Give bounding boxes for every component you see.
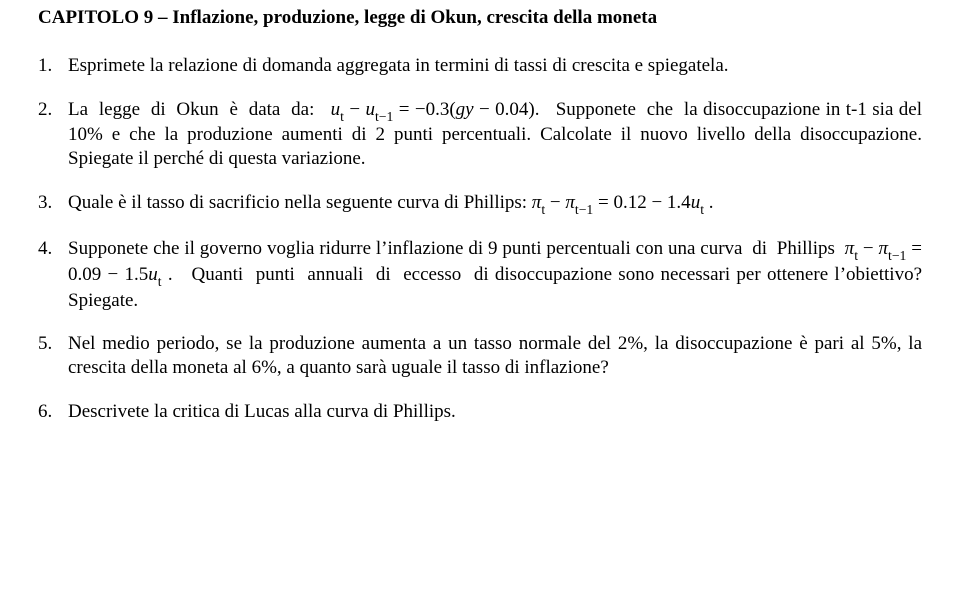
item-number: 4. bbox=[38, 237, 68, 313]
list-item: 3. Quale è il tasso di sacrificio nella … bbox=[38, 191, 922, 217]
list-item: 1. Esprimete la relazione di domanda agg… bbox=[38, 54, 922, 78]
item-number: 6. bbox=[38, 400, 68, 424]
list-item: 5. Nel medio periodo, se la produzione a… bbox=[38, 332, 922, 380]
item-text: Quale è il tasso di sacrificio nella seg… bbox=[68, 191, 922, 217]
item-number: 1. bbox=[38, 54, 68, 78]
item-number: 3. bbox=[38, 191, 68, 217]
item-text: La legge di Okun è data da: ut − ut−1 = … bbox=[68, 98, 922, 171]
list-item: 4. Supponete che il governo voglia ridur… bbox=[38, 237, 922, 313]
question-list: 1. Esprimete la relazione di domanda agg… bbox=[38, 54, 922, 424]
item-text: Esprimete la relazione di domanda aggreg… bbox=[68, 54, 922, 78]
list-item: 2. La legge di Okun è data da: ut − ut−1… bbox=[38, 98, 922, 171]
list-item: 6. Descrivete la critica di Lucas alla c… bbox=[38, 400, 922, 424]
item-text: Supponete che il governo voglia ridurre … bbox=[68, 237, 922, 313]
document-page: CAPITOLO 9 – Inflazione, produzione, leg… bbox=[0, 0, 960, 464]
item-text: Descrivete la critica di Lucas alla curv… bbox=[68, 400, 922, 424]
item-number: 2. bbox=[38, 98, 68, 171]
item-text: Nel medio periodo, se la produzione aume… bbox=[68, 332, 922, 380]
chapter-title: CAPITOLO 9 – Inflazione, produzione, leg… bbox=[38, 6, 922, 30]
item-number: 5. bbox=[38, 332, 68, 380]
